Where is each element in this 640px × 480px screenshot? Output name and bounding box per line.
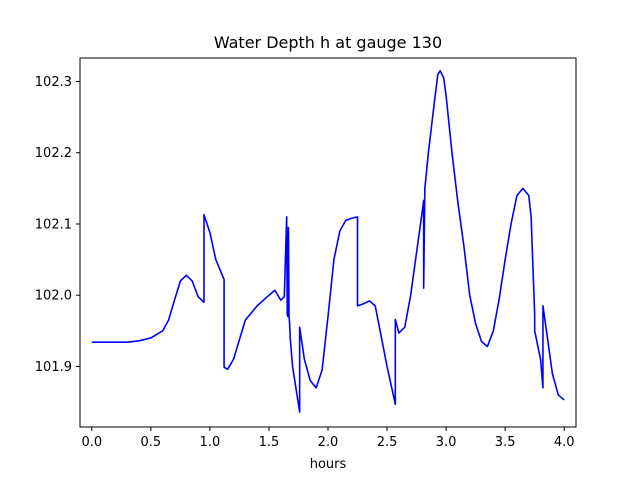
series-line [91, 70, 565, 413]
x-tick-label: 1.0 [200, 435, 221, 450]
y-tick-label: 102.2 [35, 146, 72, 161]
x-tick-label: 0.0 [81, 435, 102, 450]
x-tick-label: 2.0 [318, 435, 339, 450]
x-tick-label: 1.5 [259, 435, 280, 450]
x-tick-label: 3.0 [436, 435, 457, 450]
y-tick-label: 102.0 [35, 289, 72, 304]
x-tick-label: 3.5 [495, 435, 516, 450]
y-tick-label: 102.1 [35, 217, 72, 232]
y-tick-label: 102.3 [35, 75, 72, 90]
plot-content [91, 70, 565, 413]
x-axis: 0.0 0.5 1.0 1.5 2.0 2.5 3.0 3.5 4.0 [81, 427, 575, 450]
y-axis: 101.9 102.0 102.1 102.2 102.3 [35, 75, 80, 375]
x-tick-label: 0.5 [141, 435, 162, 450]
x-axis-label: hours [310, 457, 347, 472]
x-tick-label: 4.0 [554, 435, 575, 450]
chart-title: Water Depth h at gauge 130 [214, 33, 442, 52]
x-tick-label: 2.5 [377, 435, 398, 450]
y-tick-label: 101.9 [35, 360, 72, 375]
